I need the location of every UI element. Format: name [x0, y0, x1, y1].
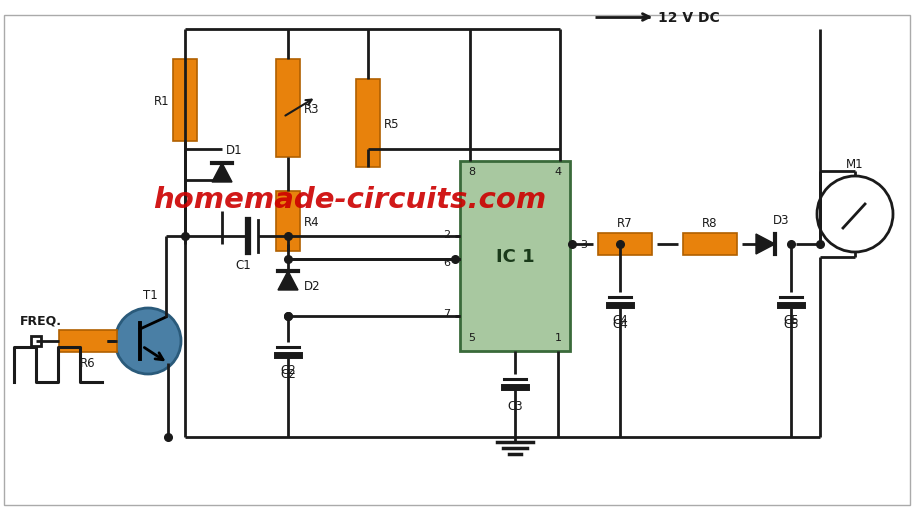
Text: M1: M1 — [846, 158, 864, 171]
Text: R4: R4 — [304, 215, 320, 228]
Text: C2: C2 — [280, 367, 296, 380]
Text: T1: T1 — [143, 289, 157, 301]
Text: 5: 5 — [469, 332, 475, 343]
Text: 8: 8 — [469, 166, 475, 177]
Text: 7: 7 — [443, 308, 450, 318]
Text: R1: R1 — [154, 94, 169, 107]
Text: C1: C1 — [235, 259, 250, 271]
Text: 1: 1 — [555, 332, 561, 343]
Text: 2: 2 — [443, 230, 450, 240]
Polygon shape — [278, 271, 298, 291]
Text: R5: R5 — [384, 117, 399, 130]
Bar — [276, 60, 300, 158]
Text: 6: 6 — [443, 258, 450, 267]
Bar — [276, 191, 300, 251]
Text: C4: C4 — [612, 318, 628, 330]
Text: C4: C4 — [612, 314, 628, 326]
Text: 3: 3 — [580, 240, 587, 249]
Text: C2: C2 — [280, 363, 296, 376]
Bar — [683, 234, 737, 256]
Text: R3: R3 — [304, 102, 320, 115]
Bar — [598, 234, 652, 256]
Bar — [59, 330, 117, 352]
Bar — [173, 60, 197, 142]
Text: IC 1: IC 1 — [495, 247, 535, 266]
Circle shape — [817, 177, 893, 252]
Polygon shape — [212, 164, 232, 183]
Text: R6: R6 — [80, 356, 96, 369]
Text: D2: D2 — [304, 279, 321, 292]
Text: 12 V DC: 12 V DC — [658, 11, 719, 25]
Bar — [356, 80, 380, 167]
Text: homemade-circuits.com: homemade-circuits.com — [154, 186, 547, 214]
Text: C3: C3 — [507, 399, 523, 412]
Text: D3: D3 — [772, 214, 790, 227]
Text: R8: R8 — [702, 216, 717, 230]
Text: C5: C5 — [783, 314, 799, 326]
Text: R7: R7 — [617, 216, 632, 230]
Text: C5: C5 — [783, 318, 799, 330]
Text: 4: 4 — [555, 166, 561, 177]
Circle shape — [115, 308, 181, 374]
Text: D1: D1 — [226, 144, 242, 157]
Bar — [460, 162, 570, 351]
Polygon shape — [756, 235, 775, 254]
Text: FREQ.: FREQ. — [20, 315, 62, 327]
